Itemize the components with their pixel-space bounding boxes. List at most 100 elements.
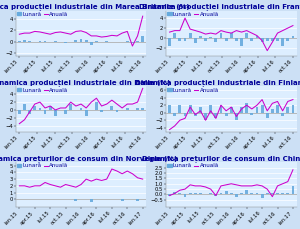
Bar — [271, 109, 274, 113]
Bar — [64, 110, 67, 114]
Bar — [168, 105, 171, 113]
Bar — [54, 110, 57, 116]
Bar — [276, 38, 279, 41]
Title: Dinamica producției industriale din Franța (%): Dinamica producției industriale din Fran… — [139, 3, 300, 10]
Bar — [69, 41, 72, 42]
Bar — [256, 107, 258, 113]
Bar — [281, 113, 284, 117]
Bar — [64, 41, 67, 43]
Bar — [100, 41, 103, 42]
Title: Dinamica producției industriale din Finlanda (%): Dinamica producției industriale din Finl… — [135, 79, 300, 86]
Bar — [184, 113, 186, 117]
Title: Dinamica prețurilor de consum din China (%): Dinamica prețurilor de consum din China … — [142, 155, 300, 162]
Bar — [74, 199, 77, 201]
Bar — [286, 107, 289, 113]
Bar — [225, 191, 227, 194]
Bar — [23, 104, 26, 110]
Bar — [44, 110, 46, 114]
Bar — [23, 40, 26, 41]
Bar — [74, 40, 77, 41]
Bar — [100, 110, 103, 112]
Bar — [80, 39, 82, 41]
Bar — [230, 33, 233, 38]
Bar — [214, 38, 217, 42]
Bar — [235, 38, 238, 41]
Title: Dinamica producției industriale din Marea Britanie (%): Dinamica producției industriale din Mare… — [0, 3, 190, 10]
Bar — [110, 41, 113, 42]
Bar — [199, 107, 202, 113]
Title: Dinamica producției industriale din Italia (%): Dinamica producției industriale din Ital… — [0, 79, 171, 86]
Bar — [220, 105, 222, 113]
Bar — [220, 33, 222, 38]
Bar — [235, 194, 238, 197]
Bar — [245, 190, 248, 194]
Bar — [286, 38, 289, 41]
Bar — [116, 41, 118, 42]
Bar — [250, 38, 253, 41]
Legend: Lunară, Anuală: Lunară, Anuală — [16, 11, 69, 17]
Bar — [225, 113, 227, 117]
Bar — [131, 41, 134, 43]
Bar — [204, 113, 207, 120]
Bar — [121, 199, 124, 201]
Title: Dinamica prețurilor de consum din Norvegia (%): Dinamica prețurilor de consum din Norveg… — [0, 155, 177, 162]
Bar — [95, 102, 98, 110]
Bar — [214, 194, 217, 196]
Bar — [209, 37, 212, 38]
Bar — [266, 113, 268, 118]
Legend: Lunară, Anuală: Lunară, Anuală — [167, 87, 219, 93]
Bar — [116, 110, 118, 112]
Bar — [261, 105, 263, 113]
Legend: Lunară, Anuală: Lunară, Anuală — [16, 87, 69, 93]
Bar — [261, 38, 263, 42]
Bar — [281, 38, 284, 46]
Bar — [110, 106, 113, 110]
Bar — [209, 105, 212, 113]
Bar — [256, 35, 258, 38]
Bar — [69, 104, 72, 110]
Bar — [245, 103, 248, 113]
Bar — [189, 33, 192, 38]
Bar — [225, 38, 227, 41]
Bar — [230, 107, 233, 113]
Bar — [214, 113, 217, 118]
Bar — [184, 38, 186, 41]
Bar — [240, 107, 243, 113]
Bar — [173, 192, 176, 194]
Bar — [178, 105, 181, 113]
Bar — [240, 38, 243, 46]
Bar — [178, 38, 181, 41]
Bar — [168, 38, 171, 46]
Bar — [173, 33, 176, 38]
Bar — [184, 194, 186, 197]
Bar — [136, 108, 139, 110]
Legend: Lunară, Anuală: Lunară, Anuală — [167, 163, 219, 169]
Bar — [261, 194, 263, 198]
Bar — [49, 106, 52, 110]
Bar — [245, 33, 248, 38]
Bar — [85, 110, 88, 116]
Bar — [49, 41, 52, 42]
Bar — [266, 38, 268, 41]
Bar — [194, 113, 197, 117]
Bar — [292, 186, 294, 194]
Bar — [173, 113, 176, 117]
Bar — [199, 35, 202, 38]
Bar — [126, 108, 129, 110]
Bar — [168, 194, 171, 196]
Bar — [292, 35, 294, 38]
Bar — [90, 199, 93, 202]
Bar — [204, 38, 207, 41]
Bar — [141, 108, 144, 110]
Bar — [141, 36, 144, 41]
Bar — [189, 105, 192, 113]
Bar — [235, 113, 238, 120]
Bar — [28, 110, 31, 114]
Bar — [136, 199, 139, 201]
Bar — [80, 108, 82, 110]
Bar — [194, 38, 197, 43]
Legend: Lunară, Anuală: Lunară, Anuală — [167, 11, 219, 17]
Bar — [292, 105, 294, 113]
Bar — [85, 40, 88, 41]
Bar — [18, 110, 21, 114]
